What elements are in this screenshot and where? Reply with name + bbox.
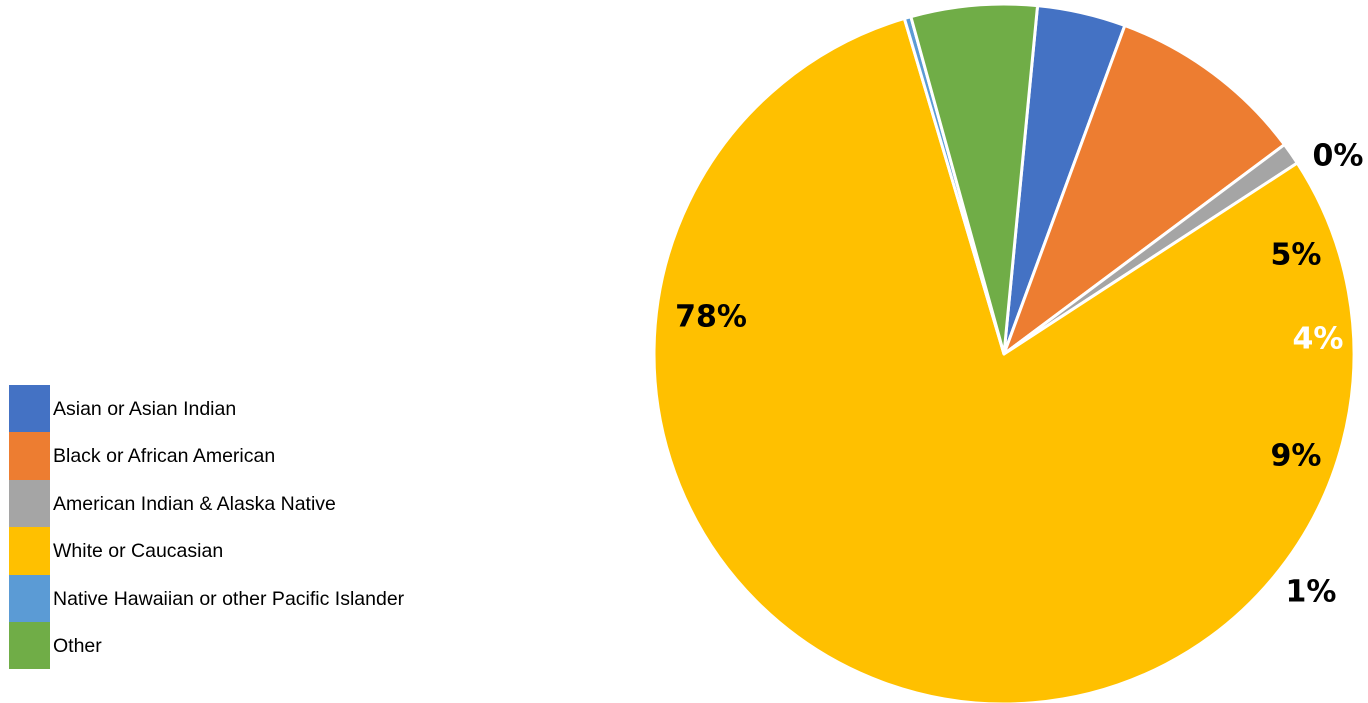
- legend-label: American Indian & Alaska Native: [53, 492, 336, 515]
- legend-swatch: [9, 385, 50, 433]
- pie-slice: [909, 2, 1040, 356]
- legend-label: Other: [53, 634, 102, 657]
- legend-swatch: [9, 432, 50, 480]
- legend-label: Black or African American: [53, 445, 276, 468]
- slice-data-label: 0%: [1313, 139, 1364, 174]
- legend-swatch: [9, 479, 50, 528]
- legend-label: White or Caucasian: [53, 540, 224, 563]
- legend-swatch: [9, 574, 50, 622]
- slice-data-label: 9%: [1271, 439, 1322, 474]
- slice-data-label: 1%: [1286, 575, 1337, 610]
- legend-label: Native Hawaiian or other Pacific Islande…: [53, 587, 405, 610]
- pie-slice: [1002, 24, 1286, 356]
- legend-swatch: [9, 527, 50, 575]
- pie-slice: [652, 16, 1356, 703]
- slice-data-label: 4%: [1293, 322, 1344, 357]
- slice-data-label: 5%: [1271, 238, 1322, 273]
- legend-label: Asian or Asian Indian: [53, 398, 237, 420]
- slice-data-label: 78%: [675, 300, 747, 335]
- legend-swatch: [9, 621, 50, 670]
